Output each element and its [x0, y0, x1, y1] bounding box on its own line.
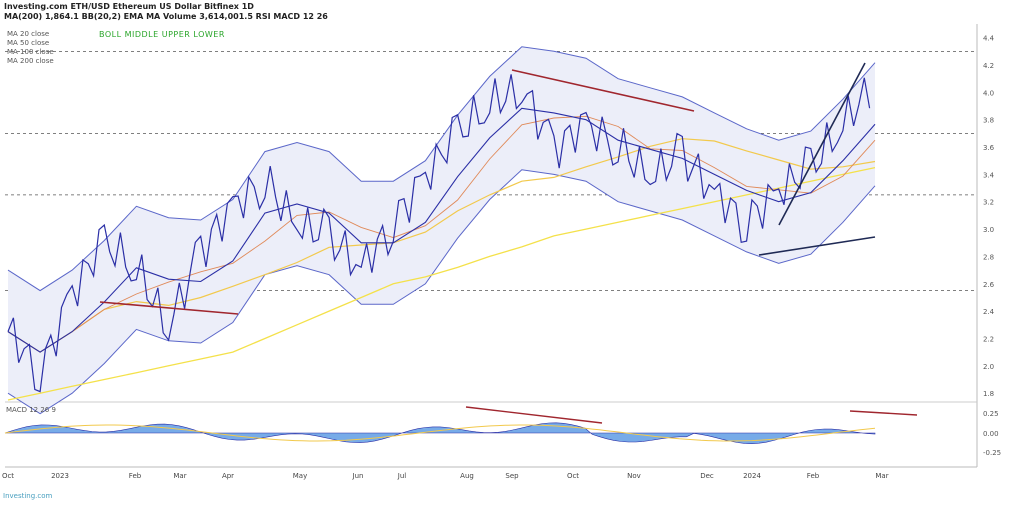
x-tick-label: 2023 [51, 472, 69, 480]
macd-signal-line [4, 424, 876, 442]
oscillator-tick-label: -0.25 [983, 449, 1001, 457]
chart-title: Investing.com ETH/USD Ethereum US Dollar… [4, 2, 254, 11]
legend-ma20: MA 20 close [7, 30, 50, 38]
trendline-red-2 [511, 69, 695, 112]
x-tick-label: Feb [807, 472, 820, 480]
y-tick-label: 3.0 [983, 226, 994, 234]
bollinger-lower [7, 169, 876, 415]
y-tick-label: 3.4 [983, 171, 995, 179]
x-tick-label: May [293, 472, 307, 480]
price-line [7, 74, 871, 393]
ma-long-line [7, 138, 876, 353]
x-tick-label: Sep [505, 472, 519, 480]
legend-ma200: MA 200 close [7, 57, 54, 65]
legend-ma50: MA 50 close [7, 39, 50, 47]
x-tick-label: Jun [352, 472, 364, 480]
x-tick-label: Jul [397, 472, 407, 480]
x-tick-label: Mar [173, 472, 186, 480]
x-tick-label: Oct [567, 472, 579, 480]
legend-ma100: MA 100 close [7, 48, 54, 56]
chart-subtitle: MA(200) 1,864.1 BB(20,2) EMA MA Volume 3… [4, 12, 328, 21]
y-tick-label: 2.8 [983, 253, 994, 261]
x-tick-label: 2024 [743, 472, 761, 480]
y-tick-label: 4.0 [983, 89, 994, 97]
indicator-labels: BOLL MIDDLE UPPER LOWER [99, 30, 225, 39]
y-tick-label: 2.2 [983, 335, 994, 343]
x-tick-label: Feb [129, 472, 142, 480]
bollinger-band-fill [8, 46, 875, 414]
y-tick-label: 3.8 [983, 117, 994, 125]
trendline-dark-rise [778, 62, 866, 226]
footer-source: Investing.com [3, 492, 53, 500]
y-tick-label: 1.8 [983, 390, 994, 398]
x-tick-label: Aug [460, 472, 474, 480]
macd-histogram [4, 422, 876, 445]
y-tick-label: 4.2 [983, 62, 994, 70]
x-tick-label: Oct [2, 472, 14, 480]
trendline-red-1 [99, 301, 239, 315]
x-tick-label: Nov [627, 472, 641, 480]
y-tick-label: 3.6 [983, 144, 995, 152]
y-tick-label: 2.0 [983, 363, 994, 371]
y-tick-label: 2.6 [983, 281, 995, 289]
x-tick-label: Apr [222, 472, 234, 480]
x-tick-label: Dec [700, 472, 714, 480]
macd-divergence-line-2 [849, 410, 918, 416]
y-tick-label: 4.4 [983, 35, 995, 43]
bollinger-upper [7, 46, 876, 292]
x-tick-label: Mar [875, 472, 888, 480]
oscillator-tick-label: 0.00 [983, 430, 999, 438]
ma-mid-line [7, 107, 876, 353]
y-tick-label: 2.4 [983, 308, 995, 316]
ma-fast-line [7, 115, 876, 353]
oscillator-label: MACD 12 26 9 [6, 406, 56, 414]
trendline-dark-support [758, 236, 876, 256]
y-tick-label: 3.2 [983, 199, 994, 207]
macd-divergence-line-1 [465, 406, 603, 424]
oscillator-tick-label: 0.25 [983, 410, 999, 418]
